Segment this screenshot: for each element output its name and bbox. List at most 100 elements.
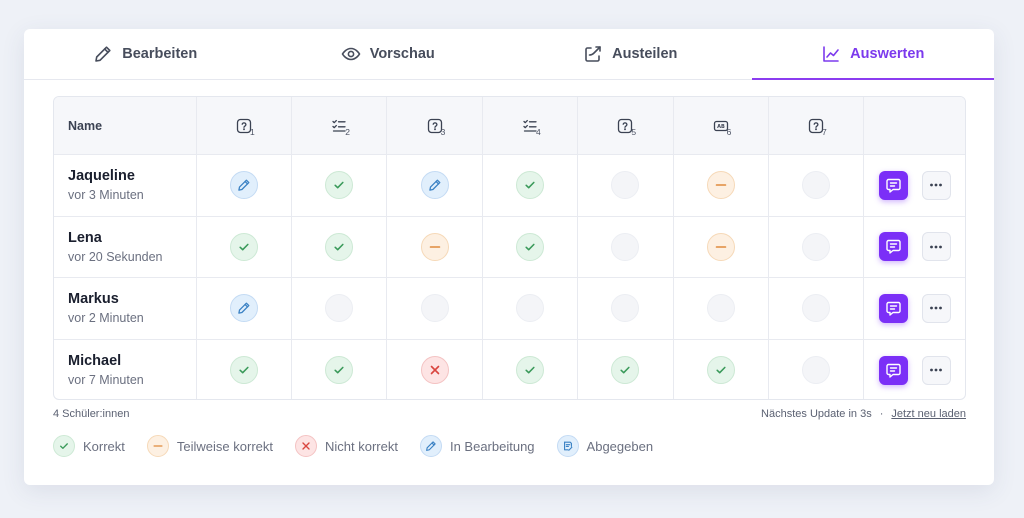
answer-cell[interactable]: [387, 339, 483, 399]
answer-cell[interactable]: [197, 278, 293, 339]
dash-icon: [152, 440, 164, 452]
tab-label: Bearbeiten: [122, 46, 198, 62]
status-partial-badge[interactable]: [706, 232, 735, 261]
status-empty-badge[interactable]: [802, 232, 831, 261]
actions-cell: [864, 278, 965, 339]
ellipsis-icon: [929, 178, 943, 192]
feedback-chat-button[interactable]: [878, 293, 908, 323]
reload-link[interactable]: Jetzt neu laden: [891, 408, 966, 420]
status-correct-badge[interactable]: [515, 232, 544, 261]
status-correct-badge[interactable]: [325, 171, 354, 200]
status-partial-badge: [146, 435, 169, 457]
tab-vorschau[interactable]: Vorschau: [267, 29, 510, 79]
more-options-button[interactable]: [921, 293, 951, 323]
tab-label: Auswerten: [850, 46, 925, 62]
more-options-button[interactable]: [921, 170, 951, 200]
status-empty-badge[interactable]: [515, 294, 544, 323]
answer-cell[interactable]: [578, 216, 674, 277]
status-correct-badge[interactable]: [325, 356, 354, 385]
status-correct-badge[interactable]: [706, 356, 735, 385]
question-column-header[interactable]: 4: [483, 97, 579, 154]
more-options-button[interactable]: [921, 232, 951, 262]
status-empty-badge[interactable]: [802, 294, 831, 323]
answer-cell[interactable]: [197, 155, 293, 216]
answer-cell[interactable]: [769, 216, 865, 277]
status-editing-badge[interactable]: [229, 171, 258, 200]
status-empty-badge[interactable]: [706, 294, 735, 323]
answer-cell[interactable]: [674, 278, 769, 339]
actions-column-header: [864, 97, 965, 154]
status-partial-badge[interactable]: [706, 171, 735, 200]
more-options-button[interactable]: [921, 355, 951, 385]
tab-bearbeiten[interactable]: Bearbeiten: [24, 29, 267, 79]
student-last-active: vor 3 Minuten: [68, 188, 144, 203]
status-correct-badge[interactable]: [515, 171, 544, 200]
answer-cell[interactable]: [292, 216, 388, 277]
status-editing-badge[interactable]: [420, 171, 449, 200]
name-column-header: Name: [54, 97, 197, 154]
status-empty-badge[interactable]: [420, 294, 449, 323]
answer-cell[interactable]: [769, 278, 865, 339]
status-correct-badge[interactable]: [325, 232, 354, 261]
student-cell: Jaqueline vor 3 Minuten: [54, 155, 197, 216]
status-partial-badge[interactable]: [420, 232, 449, 261]
answer-cell[interactable]: [483, 339, 579, 399]
status-empty-badge[interactable]: [325, 294, 354, 323]
question-header: 2: [328, 115, 350, 137]
pencil-icon: [93, 44, 113, 64]
student-name: Jaqueline: [68, 168, 135, 185]
chat-bubble-icon: [885, 177, 902, 194]
feedback-chat-button[interactable]: [878, 355, 908, 385]
status-correct-badge[interactable]: [229, 356, 258, 385]
question-column-header[interactable]: 5: [578, 97, 674, 154]
pencil-icon: [237, 178, 251, 192]
answer-cell[interactable]: [769, 155, 865, 216]
chart-line-icon: [821, 44, 841, 64]
question-column-header[interactable]: 2: [292, 97, 388, 154]
feedback-chat-button[interactable]: [878, 170, 908, 200]
question-column-header[interactable]: 3: [387, 97, 483, 154]
status-editing-badge[interactable]: [229, 294, 258, 323]
status-correct-badge[interactable]: [229, 232, 258, 261]
answer-cell[interactable]: [483, 155, 579, 216]
check-icon: [237, 363, 251, 377]
status-empty-badge[interactable]: [611, 232, 640, 261]
tab-austeilen[interactable]: Austeilen: [509, 29, 752, 79]
answer-cell[interactable]: [387, 216, 483, 277]
status-correct-badge[interactable]: [611, 356, 640, 385]
question-column-header[interactable]: 1: [197, 97, 293, 154]
answer-cell[interactable]: [197, 339, 293, 399]
answer-cell[interactable]: [483, 216, 579, 277]
answer-cell[interactable]: [483, 278, 579, 339]
question-column-header[interactable]: AB 6: [674, 97, 769, 154]
answer-cell[interactable]: [674, 155, 769, 216]
answer-cell[interactable]: [292, 155, 388, 216]
separator: ·: [879, 408, 884, 420]
answer-cell[interactable]: [578, 155, 674, 216]
answer-cell[interactable]: [578, 278, 674, 339]
status-wrong-badge[interactable]: [420, 356, 449, 385]
answer-cell[interactable]: [674, 339, 769, 399]
answer-cell[interactable]: [292, 278, 388, 339]
legend-label: Abgegeben: [586, 438, 654, 454]
tab-auswerten[interactable]: Auswerten: [751, 29, 995, 80]
answer-cell[interactable]: [197, 216, 293, 277]
answer-cell[interactable]: [769, 339, 865, 399]
status-empty-badge[interactable]: [802, 171, 831, 200]
status-empty-badge[interactable]: [611, 171, 640, 200]
question-column-header[interactable]: 7: [769, 97, 865, 154]
question-header: 5: [614, 115, 636, 137]
answer-cell[interactable]: [578, 339, 674, 399]
feedback-chat-button[interactable]: [878, 232, 908, 262]
answer-cell[interactable]: [674, 216, 769, 277]
legend-label: Teilweise korrekt: [176, 438, 273, 454]
legend-item-correct: Korrekt: [53, 435, 125, 457]
answer-cell[interactable]: [387, 155, 483, 216]
answer-cell[interactable]: [387, 278, 483, 339]
student-last-active: vor 20 Sekunden: [68, 249, 163, 264]
status-correct-badge[interactable]: [515, 356, 544, 385]
check-icon: [523, 363, 537, 377]
status-empty-badge[interactable]: [802, 356, 831, 385]
status-empty-badge[interactable]: [611, 294, 640, 323]
answer-cell[interactable]: [292, 339, 388, 399]
